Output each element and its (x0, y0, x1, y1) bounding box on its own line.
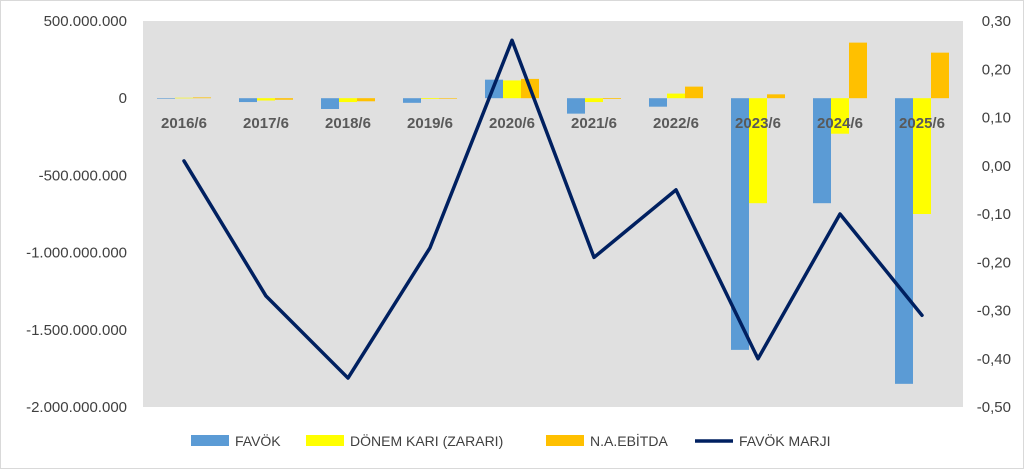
bar-d-nem-kari-zarari--2021-6 (585, 98, 603, 103)
right-tick-label: 0,00 (982, 158, 1011, 175)
legend-label-fav-k-marji: FAVÖK MARJI (739, 432, 831, 449)
bar-fav-k-2017-6 (239, 98, 257, 103)
category-label-2019-6: 2019/6 (407, 115, 453, 132)
legend-swatch-n-a-ebi-tda (546, 435, 584, 446)
category-label-2024-6: 2024/6 (817, 115, 863, 132)
left-tick-label: -500.000.000 (39, 167, 127, 184)
line-favok-marji (182, 38, 924, 380)
bar-fav-k-2018-6 (321, 98, 339, 110)
bar-fav-k-2023-6 (731, 98, 749, 350)
right-tick-label: 0,10 (982, 110, 1011, 127)
category-label-2021-6: 2021/6 (571, 115, 617, 132)
bar-fav-k-2019-6 (403, 98, 421, 103)
bar-n-a-ebi-tda-2024-6 (849, 42, 867, 99)
bar-fav-k-2025-6 (895, 98, 913, 384)
left-tick-label: -2.000.000.000 (26, 399, 127, 416)
left-tick-label: -1.500.000.000 (26, 322, 127, 339)
line-series-group (182, 38, 924, 380)
bar-n-a-ebi-tda-2019-6 (439, 98, 457, 99)
bar-n-a-ebi-tda-2021-6 (603, 98, 621, 99)
category-label-2018-6: 2018/6 (325, 115, 371, 132)
category-label-2022-6: 2022/6 (653, 115, 699, 132)
category-label-2023-6: 2023/6 (735, 115, 781, 132)
bar-d-nem-kari-zarari--2023-6 (749, 98, 767, 204)
legend-label-d-nem-kari-zarari-: DÖNEM KARI (ZARARI) (350, 432, 503, 449)
left-tick-label: 0 (119, 90, 127, 107)
bar-d-nem-kari-zarari--2024-6 (831, 98, 849, 134)
legend: FAVÖK DÖNEM KARI (ZARARI) N.A.EBİTDA FAVÖK … (191, 432, 831, 449)
category-label-2025-6: 2025/6 (899, 115, 945, 132)
bar-d-nem-kari-zarari--2025-6 (913, 98, 931, 214)
category-label-2020-6: 2020/6 (489, 115, 535, 132)
bar-fav-k-2024-6 (813, 98, 831, 204)
left-tick-label: -1.000.000.000 (26, 245, 127, 262)
plot-area (143, 21, 963, 407)
right-tick-label: -0,40 (977, 351, 1011, 368)
bar-d-nem-kari-zarari--2020-6 (503, 80, 521, 99)
bar-d-nem-kari-zarari--2018-6 (339, 98, 357, 103)
right-tick-label: -0,20 (977, 254, 1011, 271)
bar-fav-k-2021-6 (567, 98, 585, 114)
bar-series-group (157, 42, 949, 384)
bar-fav-k-2022-6 (649, 98, 667, 107)
category-label-2017-6: 2017/6 (243, 115, 289, 132)
right-tick-label: -0,50 (977, 399, 1011, 416)
right-tick-label: 0,30 (982, 13, 1011, 30)
category-label-2016-6: 2016/6 (161, 115, 207, 132)
bar-n-a-ebi-tda-2025-6 (931, 52, 949, 99)
legend-label-n-a-ebi-tda: N.A.EBİTDA (590, 432, 668, 449)
right-tick-label: 0,20 (982, 61, 1011, 78)
left-axis-ticks: 500.000.000 0 -500.000.000 -1.000.000.000 -1… (26, 13, 127, 416)
legend-swatch-d-nem-kari-zarari- (306, 435, 344, 446)
right-tick-label: -0,30 (977, 303, 1011, 320)
bar-d-nem-kari-zarari--2022-6 (667, 93, 685, 99)
bar-d-nem-kari-zarari--2019-6 (421, 98, 439, 99)
legend-swatch-fav-k (191, 435, 229, 446)
bar-n-a-ebi-tda-2022-6 (685, 86, 703, 99)
left-tick-label: 500.000.000 (44, 13, 127, 30)
bar-n-a-ebi-tda-2017-6 (275, 98, 293, 100)
right-tick-label: -0,10 (977, 206, 1011, 223)
bar-d-nem-kari-zarari--2017-6 (257, 98, 275, 101)
bar-n-a-ebi-tda-2018-6 (357, 98, 375, 102)
right-axis-ticks: 0,30 0,20 0,10 0,00 -0,10 -0,20 -0,30 -0,40 -0,5… (977, 13, 1011, 416)
category-labels: 2016/6 2017/6 2018/6 2019/6 2020/6 2021/6 2022… (161, 115, 945, 132)
bar-fav-k-2016-6 (157, 98, 175, 99)
bar-n-a-ebi-tda-2023-6 (767, 94, 785, 99)
legend-label-fav-k: FAVÖK (235, 432, 281, 449)
bar-n-a-ebi-tda-2016-6 (193, 97, 211, 99)
bar-d-nem-kari-zarari--2016-6 (175, 97, 193, 99)
